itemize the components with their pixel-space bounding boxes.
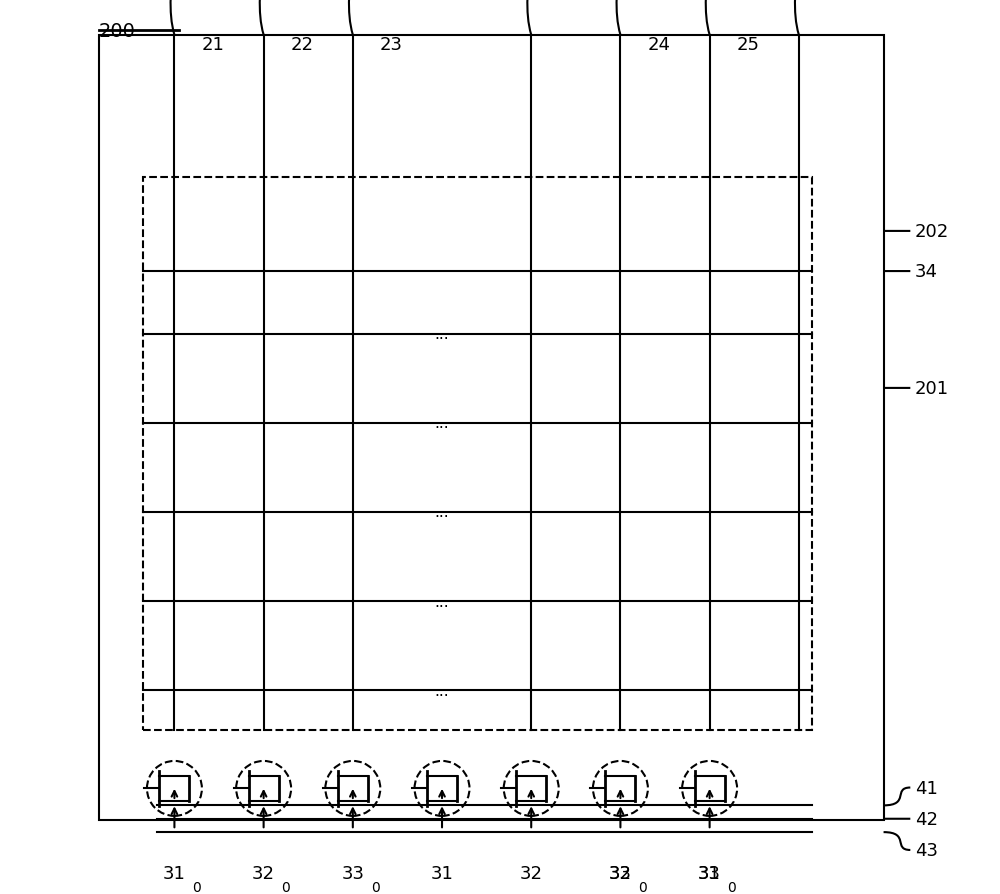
Text: 42: 42 (915, 810, 938, 828)
Bar (99, 36, 884, 820)
Text: 32: 32 (520, 864, 543, 882)
Text: 0: 0 (638, 880, 647, 894)
Bar (143, 178, 812, 730)
Text: 21: 21 (201, 36, 224, 54)
Text: 41: 41 (915, 779, 938, 797)
Text: 200: 200 (99, 22, 135, 41)
Text: 0: 0 (728, 880, 736, 894)
Text: 25: 25 (736, 36, 759, 54)
Text: 201: 201 (915, 379, 949, 398)
Text: 0: 0 (371, 880, 379, 894)
Text: 31: 31 (698, 864, 721, 882)
Text: 202: 202 (915, 223, 949, 240)
Text: 0: 0 (282, 880, 290, 894)
Text: 31: 31 (163, 864, 186, 882)
Text: 33: 33 (698, 864, 721, 882)
Text: 31: 31 (431, 864, 453, 882)
Text: ...: ... (435, 505, 449, 519)
Text: 33: 33 (341, 864, 364, 882)
Text: ...: ... (435, 594, 449, 609)
Text: 32: 32 (609, 864, 632, 882)
Text: 33: 33 (609, 864, 632, 882)
Text: 0: 0 (192, 880, 201, 894)
Text: 32: 32 (252, 864, 275, 882)
Text: 34: 34 (915, 263, 938, 281)
Text: 23: 23 (380, 36, 403, 54)
Text: ...: ... (435, 326, 449, 342)
Text: 22: 22 (290, 36, 313, 54)
Text: ...: ... (435, 683, 449, 698)
Text: 43: 43 (915, 841, 938, 859)
Text: ...: ... (435, 416, 449, 431)
Text: 24: 24 (647, 36, 670, 54)
